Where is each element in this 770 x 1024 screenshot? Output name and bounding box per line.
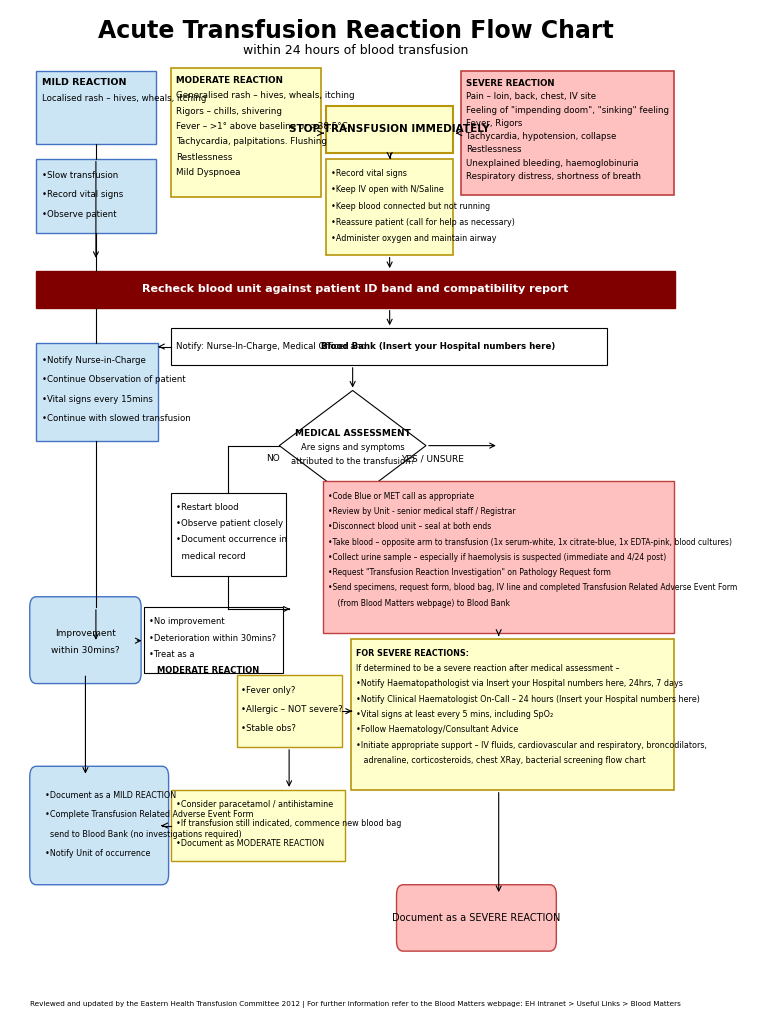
Text: •Treat as a: •Treat as a — [149, 650, 195, 658]
FancyBboxPatch shape — [351, 639, 675, 790]
Text: (from Blood Matters webpage) to Blood Bank: (from Blood Matters webpage) to Blood Ba… — [328, 599, 510, 608]
Text: •Consider paracetamol / antihistamine: •Consider paracetamol / antihistamine — [176, 800, 333, 809]
Text: Respiratory distress, shortness of breath: Respiratory distress, shortness of breat… — [466, 172, 641, 181]
Text: •Collect urine sample – especially if haemolysis is suspected (immediate and 4/2: •Collect urine sample – especially if ha… — [328, 553, 666, 562]
Text: •Notify Unit of occurrence: •Notify Unit of occurrence — [45, 849, 151, 858]
Text: If determined to be a severe reaction after medical assessment –: If determined to be a severe reaction af… — [356, 665, 619, 673]
Text: Improvement: Improvement — [55, 629, 116, 638]
FancyBboxPatch shape — [171, 328, 607, 365]
FancyBboxPatch shape — [326, 159, 453, 255]
Text: Fever – >1° above baseline or >38.5°C: Fever – >1° above baseline or >38.5°C — [176, 122, 348, 131]
Text: •Request "Transfusion Reaction Investigation" on Pathology Request form: •Request "Transfusion Reaction Investiga… — [328, 568, 611, 578]
Text: Are signs and symptoms: Are signs and symptoms — [301, 443, 404, 453]
Text: Rigors – chills, shivering: Rigors – chills, shivering — [176, 106, 283, 116]
Text: Tachycardia, hypotension, collapse: Tachycardia, hypotension, collapse — [466, 132, 616, 141]
FancyBboxPatch shape — [171, 790, 345, 861]
Text: Restlessness: Restlessness — [466, 145, 521, 155]
Text: •Keep IV open with N/Saline: •Keep IV open with N/Saline — [331, 185, 444, 195]
Text: •Code Blue or MET call as appropriate: •Code Blue or MET call as appropriate — [328, 492, 474, 501]
Text: attributed to the transfusion?: attributed to the transfusion? — [290, 458, 415, 467]
FancyBboxPatch shape — [326, 105, 453, 153]
Text: •Observe patient closely: •Observe patient closely — [176, 519, 283, 528]
Text: •If transfusion still indicated, commence new blood bag: •If transfusion still indicated, commenc… — [176, 819, 401, 828]
Text: Notify: Nurse-In-Charge, Medical Officer and: Notify: Nurse-In-Charge, Medical Officer… — [176, 342, 369, 351]
Text: •Record vital signs: •Record vital signs — [331, 169, 407, 178]
Text: Blood Bank (Insert your Hospital numbers here): Blood Bank (Insert your Hospital numbers… — [321, 342, 555, 351]
Text: •Initiate appropriate support – IV fluids, cardiovascular and respiratory, bronc: •Initiate appropriate support – IV fluid… — [356, 740, 707, 750]
Text: •Continue Observation of patient: •Continue Observation of patient — [42, 375, 186, 384]
Text: •Keep blood connected but not running: •Keep blood connected but not running — [331, 202, 490, 211]
Text: Generalised rash – hives, wheals, itching: Generalised rash – hives, wheals, itchin… — [176, 91, 355, 100]
Text: •Observe patient: •Observe patient — [42, 210, 116, 219]
FancyBboxPatch shape — [171, 493, 286, 577]
Text: within 30mins?: within 30mins? — [51, 646, 120, 655]
Text: Reviewed and updated by the Eastern Health Transfusion Committee 2012 | For furt: Reviewed and updated by the Eastern Heal… — [31, 1000, 681, 1008]
Text: •Review by Unit - senior medical staff / Registrar: •Review by Unit - senior medical staff /… — [328, 507, 515, 516]
Text: •Disconnect blood unit – seal at both ends: •Disconnect blood unit – seal at both en… — [328, 522, 491, 531]
Text: Acute Transfusion Reaction Flow Chart: Acute Transfusion Reaction Flow Chart — [98, 18, 614, 43]
Text: Fever, Rigors: Fever, Rigors — [466, 119, 522, 128]
Text: SEVERE REACTION: SEVERE REACTION — [466, 79, 554, 88]
Text: Recheck blood unit against patient ID band and compatibility report: Recheck blood unit against patient ID ba… — [142, 285, 569, 294]
Text: •Vital signs every 15mins: •Vital signs every 15mins — [42, 394, 152, 403]
Text: •Document as MODERATE REACTION: •Document as MODERATE REACTION — [176, 839, 324, 848]
FancyBboxPatch shape — [236, 676, 342, 746]
Text: Pain – loin, back, chest, IV site: Pain – loin, back, chest, IV site — [466, 92, 596, 101]
FancyBboxPatch shape — [30, 766, 169, 885]
Text: •Take blood – opposite arm to transfusion (1x serum-white, 1x citrate-blue, 1x E: •Take blood – opposite arm to transfusio… — [328, 538, 732, 547]
Text: •Send specimens, request form, blood bag, IV line and completed Transfusion Rela: •Send specimens, request form, blood bag… — [328, 584, 737, 593]
Text: Localised rash – hives, wheals, itching: Localised rash – hives, wheals, itching — [42, 94, 206, 103]
Text: •Vital signs at least every 5 mins, including SpO₂: •Vital signs at least every 5 mins, incl… — [356, 710, 553, 719]
FancyBboxPatch shape — [460, 71, 675, 196]
Text: •Document as a MILD REACTION: •Document as a MILD REACTION — [45, 791, 176, 800]
Text: •Restart blood: •Restart blood — [176, 503, 239, 512]
Text: •Complete Transfusion Related Adverse Event Form: •Complete Transfusion Related Adverse Ev… — [45, 810, 254, 819]
Text: •Notify Clinical Haematologist On-Call – 24 hours (Insert your Hospital numbers : •Notify Clinical Haematologist On-Call –… — [356, 695, 700, 703]
Text: Mild Dyspnoea: Mild Dyspnoea — [176, 168, 241, 177]
Text: •Stable obs?: •Stable obs? — [241, 724, 296, 733]
FancyBboxPatch shape — [36, 343, 158, 440]
Text: •Allergic – NOT severe?: •Allergic – NOT severe? — [241, 705, 343, 714]
Text: Unexplained bleeding, haemoglobinuria: Unexplained bleeding, haemoglobinuria — [466, 159, 638, 168]
Text: MODERATE REACTION: MODERATE REACTION — [176, 76, 283, 85]
Text: adrenaline, corticosteroids, chest XRay, bacterial screening flow chart: adrenaline, corticosteroids, chest XRay,… — [356, 756, 645, 765]
Text: send to Blood Bank (no investigations required): send to Blood Bank (no investigations re… — [45, 829, 243, 839]
Text: •Fever only?: •Fever only? — [241, 686, 296, 694]
Text: MODERATE REACTION: MODERATE REACTION — [158, 667, 259, 675]
Text: •Record vital signs: •Record vital signs — [42, 190, 122, 200]
Text: •Notify Nurse-in-Charge: •Notify Nurse-in-Charge — [42, 355, 146, 365]
Text: MILD REACTION: MILD REACTION — [42, 78, 126, 87]
Text: YES / UNSURE: YES / UNSURE — [401, 455, 464, 464]
Text: NO: NO — [266, 455, 280, 464]
Text: FOR SEVERE REACTIONS:: FOR SEVERE REACTIONS: — [356, 649, 469, 657]
Text: •Notify Haematopathologist via Insert your Hospital numbers here, 24hrs, 7 days: •Notify Haematopathologist via Insert yo… — [356, 680, 683, 688]
Text: within 24 hours of blood transfusion: within 24 hours of blood transfusion — [243, 44, 469, 57]
Text: Tachycardia, palpitations. Flushing: Tachycardia, palpitations. Flushing — [176, 137, 327, 146]
FancyBboxPatch shape — [397, 885, 557, 951]
FancyBboxPatch shape — [323, 481, 674, 633]
Text: Restlessness: Restlessness — [176, 153, 233, 162]
Text: •Follow Haematology/Consultant Advice: •Follow Haematology/Consultant Advice — [356, 725, 518, 734]
Text: •No improvement: •No improvement — [149, 617, 225, 627]
Text: medical record: medical record — [176, 552, 246, 561]
Text: Document as a SEVERE REACTION: Document as a SEVERE REACTION — [392, 913, 561, 923]
Text: •Slow transfusion: •Slow transfusion — [42, 171, 118, 180]
FancyBboxPatch shape — [36, 271, 675, 308]
Text: MEDICAL ASSESSMENT: MEDICAL ASSESSMENT — [295, 429, 410, 438]
FancyBboxPatch shape — [171, 68, 320, 198]
FancyBboxPatch shape — [36, 71, 156, 144]
Text: •Continue with slowed transfusion: •Continue with slowed transfusion — [42, 414, 190, 423]
FancyBboxPatch shape — [36, 159, 156, 233]
Text: •Deterioration within 30mins?: •Deterioration within 30mins? — [149, 634, 276, 642]
Polygon shape — [280, 390, 426, 501]
Text: •Document occurrence in: •Document occurrence in — [176, 536, 286, 545]
Text: STOP TRANSFUSION IMMEDIATELY: STOP TRANSFUSION IMMEDIATELY — [290, 124, 490, 134]
Text: Feeling of "impending doom", "sinking" feeling: Feeling of "impending doom", "sinking" f… — [466, 105, 669, 115]
FancyBboxPatch shape — [30, 597, 141, 684]
FancyBboxPatch shape — [145, 607, 283, 674]
Text: •Administer oxygen and maintain airway: •Administer oxygen and maintain airway — [331, 234, 497, 244]
Text: •Reassure patient (call for help as necessary): •Reassure patient (call for help as nece… — [331, 218, 515, 227]
